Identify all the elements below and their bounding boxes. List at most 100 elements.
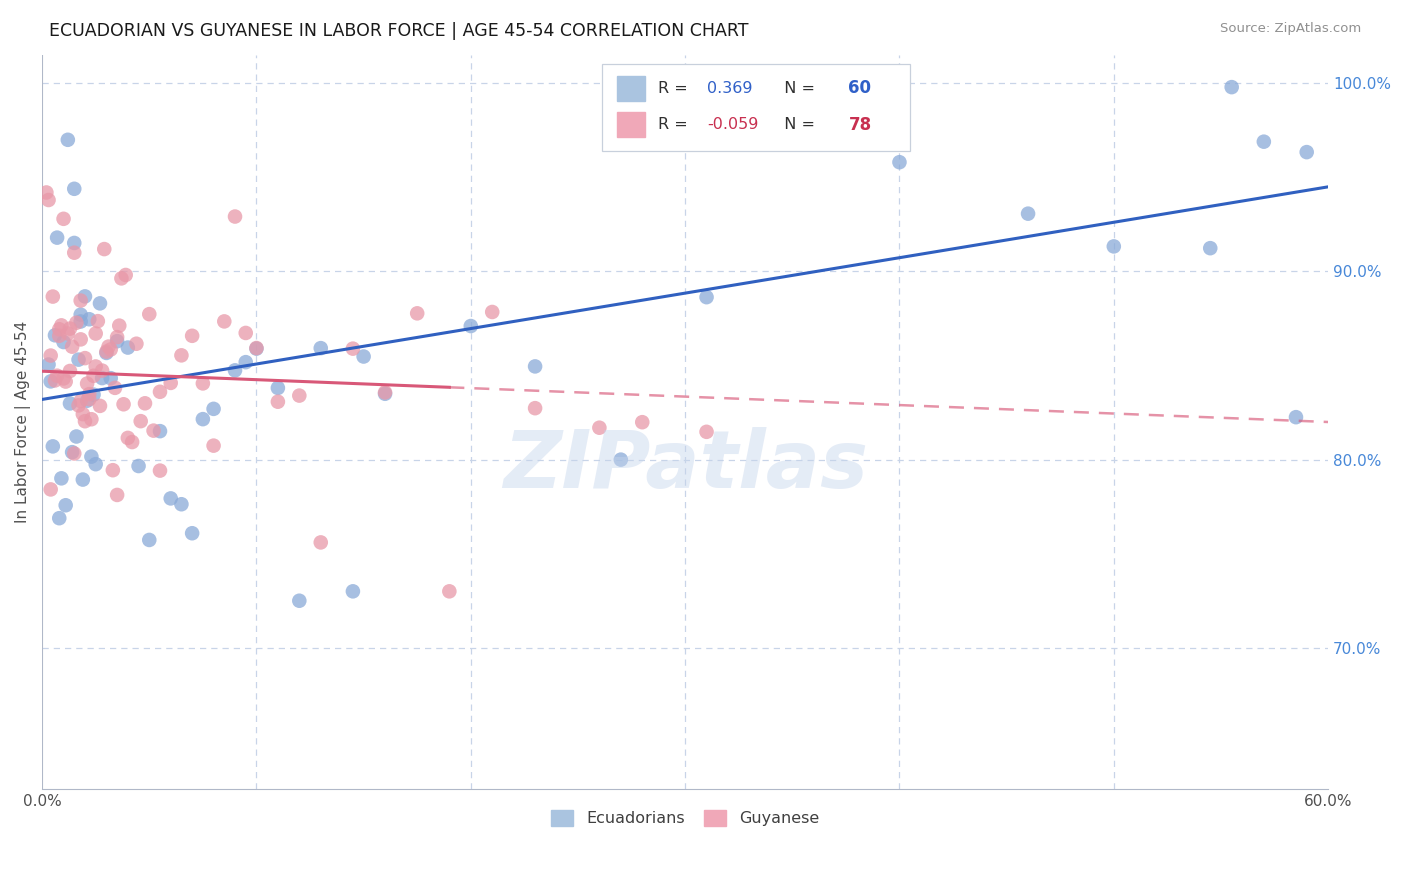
- Point: [105, 334, 128, 349]
- Point: [374, 385, 396, 400]
- Point: [117, 431, 139, 445]
- Point: [91, 363, 114, 377]
- Point: [214, 314, 236, 328]
- Point: [69, 293, 91, 308]
- Point: [69, 314, 91, 328]
- Point: [72, 473, 94, 487]
- Point: [52, 334, 75, 349]
- Point: [170, 348, 193, 362]
- Point: [63, 446, 86, 460]
- Text: ECUADORIAN VS GUYANESE IN LABOR FORCE | AGE 45-54 CORRELATION CHART: ECUADORIAN VS GUYANESE IN LABOR FORCE | …: [49, 22, 749, 40]
- Text: 78: 78: [848, 116, 872, 134]
- Y-axis label: In Labor Force | Age 45-54: In Labor Force | Age 45-54: [15, 321, 31, 523]
- Point: [42, 439, 65, 453]
- Point: [38, 193, 60, 207]
- Point: [121, 435, 143, 450]
- Point: [77, 312, 100, 326]
- Point: [610, 452, 633, 467]
- Point: [83, 368, 105, 383]
- Point: [235, 326, 257, 340]
- Point: [67, 352, 90, 367]
- Point: [481, 305, 503, 319]
- Point: [67, 398, 90, 412]
- Point: [588, 420, 610, 434]
- Point: [105, 488, 128, 502]
- Point: [89, 399, 111, 413]
- Point: [73, 289, 96, 303]
- Point: [235, 355, 257, 369]
- Point: [245, 341, 267, 355]
- Point: [60, 445, 83, 459]
- Point: [288, 593, 311, 607]
- Point: [97, 340, 120, 354]
- Point: [100, 371, 122, 385]
- Point: [39, 483, 62, 497]
- Point: [1017, 207, 1039, 221]
- Point: [87, 314, 110, 328]
- Point: [138, 533, 160, 547]
- Point: [1199, 241, 1222, 255]
- Point: [202, 401, 225, 416]
- Point: [60, 340, 83, 354]
- Point: [46, 230, 69, 244]
- Text: N =: N =: [773, 80, 820, 95]
- Point: [44, 374, 66, 388]
- Point: [80, 412, 103, 426]
- Point: [309, 341, 332, 355]
- Point: [460, 319, 482, 334]
- Point: [100, 343, 122, 357]
- Point: [51, 471, 73, 485]
- Point: [52, 371, 75, 385]
- Point: [149, 424, 172, 438]
- Point: [245, 342, 267, 356]
- Point: [69, 394, 91, 409]
- Point: [114, 268, 136, 282]
- Point: [38, 358, 60, 372]
- Point: [84, 326, 107, 341]
- Text: ZIPatlas: ZIPatlas: [502, 427, 868, 505]
- Point: [91, 371, 114, 385]
- Point: [1285, 410, 1308, 425]
- Point: [39, 375, 62, 389]
- Point: [696, 425, 718, 439]
- Point: [89, 296, 111, 310]
- Point: [73, 351, 96, 365]
- Point: [181, 328, 204, 343]
- Point: [84, 457, 107, 471]
- Point: [170, 497, 193, 511]
- Point: [224, 363, 246, 377]
- Point: [524, 401, 547, 416]
- Point: [48, 511, 70, 525]
- Point: [35, 186, 58, 200]
- Point: [108, 318, 131, 333]
- Text: R =: R =: [658, 118, 693, 132]
- Point: [191, 412, 214, 426]
- Point: [77, 387, 100, 401]
- Point: [55, 498, 77, 512]
- Point: [96, 344, 118, 359]
- Point: [149, 384, 172, 399]
- Point: [342, 342, 364, 356]
- Point: [76, 393, 98, 408]
- Point: [110, 271, 132, 285]
- Point: [202, 439, 225, 453]
- Text: 0.369: 0.369: [707, 80, 752, 95]
- Point: [1102, 239, 1125, 253]
- Point: [125, 336, 148, 351]
- Point: [112, 397, 135, 411]
- Point: [59, 321, 82, 335]
- Point: [52, 211, 75, 226]
- Point: [65, 429, 87, 443]
- Point: [51, 318, 73, 333]
- Legend: Ecuadorians, Guyanese: Ecuadorians, Guyanese: [541, 801, 830, 836]
- Point: [138, 307, 160, 321]
- Text: 60: 60: [848, 79, 872, 97]
- Point: [309, 535, 332, 549]
- Point: [59, 364, 82, 378]
- Point: [1220, 80, 1243, 95]
- Point: [191, 376, 214, 391]
- Point: [69, 308, 91, 322]
- Point: [76, 376, 98, 391]
- Point: [374, 386, 396, 401]
- Point: [65, 316, 87, 330]
